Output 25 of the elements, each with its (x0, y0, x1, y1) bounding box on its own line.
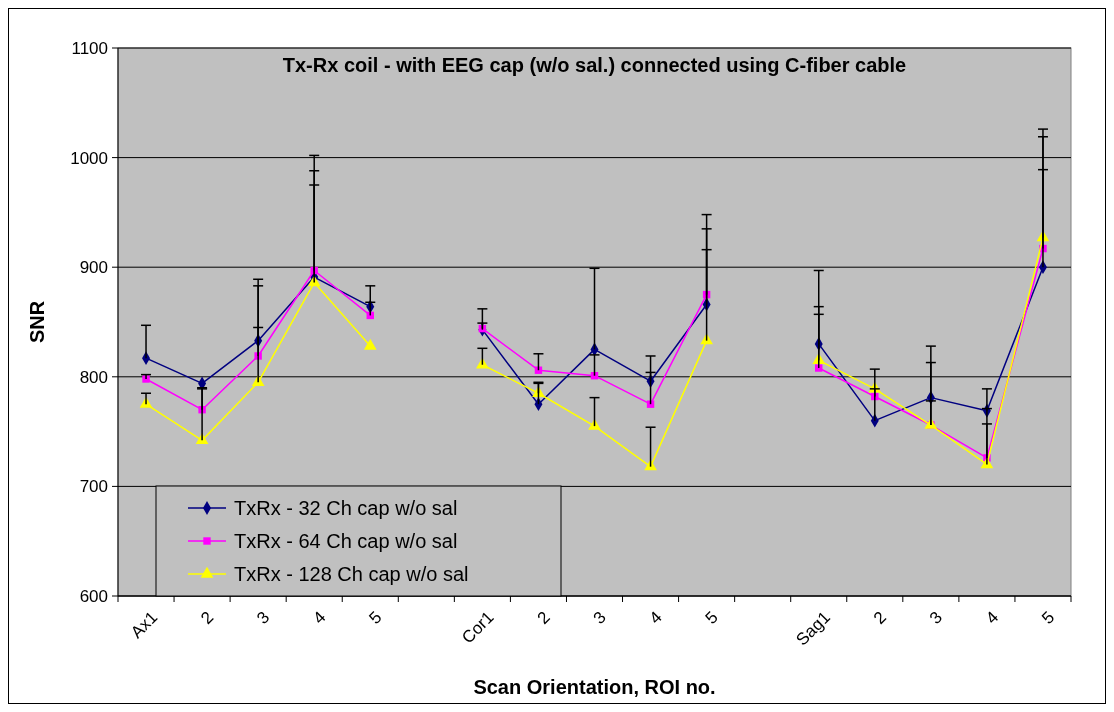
x-tick-label: 2 (197, 607, 218, 628)
x-tick-label: 3 (589, 607, 610, 628)
x-tick-label: 4 (645, 607, 666, 628)
x-tick-label: 3 (253, 607, 274, 628)
x-tick-label: 4 (309, 607, 330, 628)
x-tick-label: 5 (701, 607, 722, 628)
legend-label: TxRx - 32 Ch cap w/o sal (234, 497, 458, 519)
x-tick-label: 5 (1038, 607, 1059, 628)
y-tick-label: 900 (79, 258, 108, 278)
y-tick-label: 1100 (71, 38, 108, 58)
chart-title: Tx-Rx coil - with EEG cap (w/o sal.) connected using C-fiber cable (282, 54, 907, 76)
x-tick-label: 4 (982, 607, 1003, 628)
y-tick-label: 600 (79, 586, 108, 606)
legend-label: TxRx - 64 Ch cap w/o sal (234, 530, 458, 552)
y-axis-title: SNR (26, 300, 48, 344)
y-tick-label: 800 (79, 367, 108, 387)
x-tick-label: 3 (925, 607, 947, 628)
y-tick-label: 1000 (70, 148, 108, 168)
legend-label: TxRx - 128 Ch cap w/o sal (234, 563, 469, 585)
y-tick-label: 700 (79, 477, 108, 497)
x-tick-label: 5 (365, 607, 386, 628)
x-tick-label: 2 (869, 607, 891, 628)
x-tick-label: 2 (533, 607, 554, 628)
x-tick-label: Ax1 (127, 607, 162, 642)
x-axis-title: Scan Orientation, ROI no. (473, 676, 716, 698)
